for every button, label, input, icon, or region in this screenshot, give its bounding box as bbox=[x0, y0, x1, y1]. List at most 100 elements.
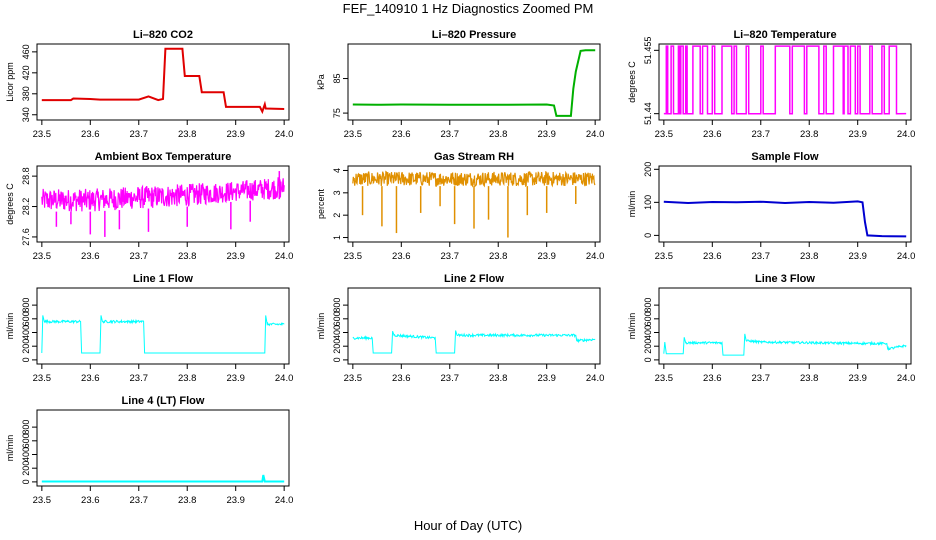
series-layer bbox=[41, 47, 285, 115]
panel-9: Line 4 (LT) Flow 23.5 23.6 23.7 23.8 23.9 24.0… bbox=[5, 395, 293, 506]
x-tick-label: 23.5 bbox=[655, 251, 674, 262]
y-axis-label: ml/min bbox=[5, 435, 15, 462]
panel-1: Li–820 Pressure 23.5 23.6 23.7 23.8 23.9 24.0 7… bbox=[316, 29, 604, 140]
x-tick-label: 23.9 bbox=[226, 251, 245, 262]
y-tick-label: 0 bbox=[643, 357, 653, 362]
x-tick-label: 23.7 bbox=[130, 129, 149, 140]
panel-6: Line 1 Flow 23.5 23.6 23.7 23.8 23.9 24.0 0 2004… bbox=[5, 273, 293, 384]
x-tick-label: 23.7 bbox=[441, 373, 460, 384]
plot-frame bbox=[658, 165, 912, 243]
x-tick-label: 23.7 bbox=[752, 129, 771, 140]
series-layer bbox=[41, 474, 285, 483]
y-axis-label: ml/min bbox=[627, 191, 637, 218]
y-tick-label: 27.6 bbox=[21, 228, 31, 246]
panel-title: Li–820 Temperature bbox=[733, 29, 836, 41]
y-tick-label: 0 bbox=[21, 479, 31, 484]
y-tick-label: 400 bbox=[643, 325, 653, 340]
y-tick-label: 600 bbox=[21, 311, 31, 326]
plot-frame bbox=[36, 43, 290, 121]
series-line bbox=[41, 315, 285, 354]
series-line bbox=[663, 45, 907, 115]
panel-title: Line 3 Flow bbox=[755, 273, 815, 285]
x-tick-label: 23.6 bbox=[392, 373, 411, 384]
x-tick-label: 23.6 bbox=[81, 373, 100, 384]
y-tick-label: 600 bbox=[332, 311, 342, 326]
y-axis-label: kPa bbox=[316, 74, 326, 90]
x-tick-label: 23.7 bbox=[752, 373, 771, 384]
y-tick-label: 200 bbox=[21, 461, 31, 476]
panel-3: Ambient Box Temperature 23.5 23.6 23.7 23.8 2… bbox=[5, 151, 293, 262]
plot-frame bbox=[347, 287, 601, 365]
x-tick-label: 23.5 bbox=[33, 129, 52, 140]
y-tick-label: 85 bbox=[332, 74, 342, 84]
x-tick-label: 24.0 bbox=[897, 251, 916, 262]
panel-0: Li–820 CO2 23.5 23.6 23.7 23.8 23.9 24.0 340 380… bbox=[5, 29, 293, 140]
x-tick-label: 23.8 bbox=[800, 373, 819, 384]
series-line bbox=[352, 330, 596, 354]
x-tick-label: 24.0 bbox=[897, 129, 916, 140]
y-axis-label: degrees C bbox=[5, 183, 15, 225]
y-tick-label: 1 bbox=[332, 235, 342, 240]
x-tick-label: 23.8 bbox=[178, 373, 197, 384]
panel-2: Li–820 Temperature 23.5 23.6 23.7 23.8 23.9 24… bbox=[627, 29, 915, 140]
series-layer bbox=[41, 171, 285, 237]
panel-7: Line 2 Flow 23.5 23.6 23.7 23.8 23.9 24.0 0 2004… bbox=[316, 273, 604, 384]
y-tick-label: 0 bbox=[643, 233, 653, 238]
x-tick-label: 23.5 bbox=[33, 373, 52, 384]
x-tick-label: 23.7 bbox=[130, 495, 149, 506]
plot-frame bbox=[658, 287, 912, 365]
x-tick-label: 23.6 bbox=[703, 251, 722, 262]
series-layer bbox=[663, 200, 907, 238]
series-layer bbox=[352, 330, 596, 354]
plot-frame bbox=[36, 287, 290, 365]
y-tick-label: 2 bbox=[332, 213, 342, 218]
y-tick-label: 400 bbox=[332, 325, 342, 340]
y-tick-label: 200 bbox=[643, 339, 653, 354]
series-line bbox=[41, 474, 285, 483]
x-tick-label: 24.0 bbox=[275, 129, 294, 140]
y-tick-label: 200 bbox=[332, 339, 342, 354]
x-tick-label: 23.9 bbox=[537, 251, 556, 262]
x-tick-label: 23.6 bbox=[703, 373, 722, 384]
y-tick-label: 4 bbox=[332, 168, 342, 173]
x-tick-label: 24.0 bbox=[586, 251, 605, 262]
x-tick-label: 23.8 bbox=[800, 129, 819, 140]
x-tick-label: 23.6 bbox=[392, 251, 411, 262]
panel-title: Li–820 CO2 bbox=[133, 29, 193, 41]
plot-frame bbox=[658, 43, 912, 121]
panel-5: Sample Flow 23.5 23.6 23.7 23.8 23.9 24.0 0 100 2… bbox=[627, 151, 915, 262]
x-tick-label: 23.9 bbox=[537, 373, 556, 384]
x-tick-label: 23.9 bbox=[226, 373, 245, 384]
x-tick-label: 23.7 bbox=[441, 251, 460, 262]
panel-8: Line 3 Flow 23.5 23.6 23.7 23.8 23.9 24.0 0 2004… bbox=[627, 273, 915, 384]
x-tick-label: 23.6 bbox=[81, 129, 100, 140]
series-layer bbox=[352, 49, 596, 117]
x-tick-label: 23.5 bbox=[344, 251, 363, 262]
y-tick-label: 51.455 bbox=[643, 37, 653, 65]
y-axis-label: Licor ppm bbox=[5, 62, 15, 102]
panel-title: Line 2 Flow bbox=[444, 273, 504, 285]
x-tick-label: 23.5 bbox=[655, 129, 674, 140]
x-tick-label: 23.8 bbox=[489, 129, 508, 140]
y-tick-label: 28.2 bbox=[21, 198, 31, 216]
x-tick-label: 23.5 bbox=[344, 373, 363, 384]
series-layer bbox=[663, 333, 907, 356]
x-tick-label: 23.5 bbox=[655, 373, 674, 384]
series-layer bbox=[352, 170, 596, 238]
y-tick-label: 100 bbox=[643, 195, 653, 210]
x-tick-label: 23.6 bbox=[81, 495, 100, 506]
x-tick-label: 24.0 bbox=[586, 129, 605, 140]
y-tick-label: 600 bbox=[21, 433, 31, 448]
y-tick-label: 75 bbox=[332, 108, 342, 118]
panel-title: Line 4 (LT) Flow bbox=[122, 395, 205, 407]
y-tick-label: 0 bbox=[332, 357, 342, 362]
y-tick-label: 400 bbox=[21, 325, 31, 340]
y-tick-label: 600 bbox=[643, 311, 653, 326]
y-tick-label: 460 bbox=[21, 44, 31, 59]
x-tick-label: 23.9 bbox=[848, 373, 867, 384]
x-tick-label: 23.6 bbox=[81, 251, 100, 262]
x-tick-label: 23.8 bbox=[489, 373, 508, 384]
x-tick-label: 23.9 bbox=[226, 495, 245, 506]
x-tick-label: 23.8 bbox=[800, 251, 819, 262]
